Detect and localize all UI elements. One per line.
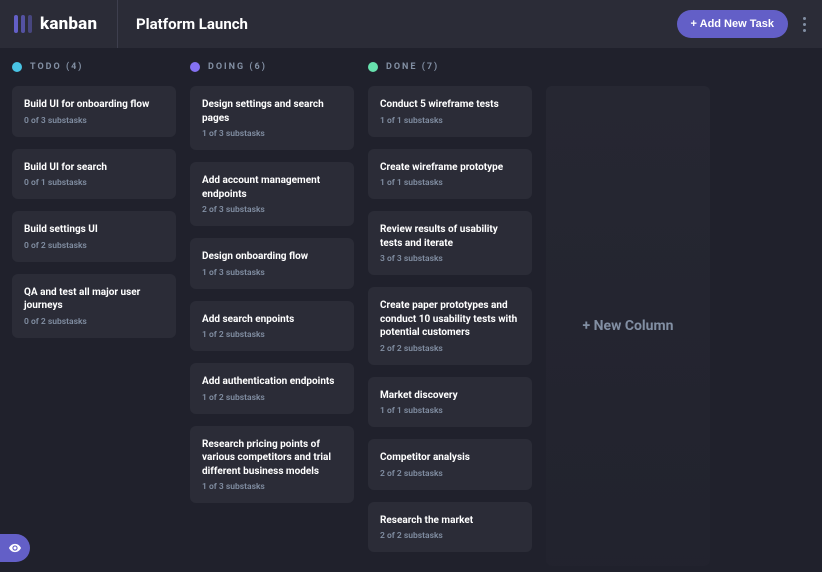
column-dot-icon — [368, 62, 378, 72]
task-card[interactable]: Build UI for search 0 of 1 substasks — [12, 149, 176, 200]
task-subtasks: 1 of 2 substasks — [202, 330, 342, 340]
task-subtasks: 1 of 1 substasks — [380, 116, 520, 126]
task-card[interactable]: Research pricing points of various compe… — [190, 426, 354, 504]
task-title: Add search enpoints — [202, 313, 342, 327]
task-subtasks: 1 of 3 substasks — [202, 129, 342, 139]
task-subtasks: 0 of 2 substasks — [24, 241, 164, 251]
task-subtasks: 1 of 3 substasks — [202, 268, 342, 278]
task-card[interactable]: Market discovery 1 of 1 substasks — [368, 377, 532, 428]
column-doing: DOING (6) Design settings and search page… — [190, 62, 354, 558]
board-title: Platform Launch — [118, 15, 248, 33]
task-card[interactable]: Conduct 5 wireframe tests 1 of 1 substask… — [368, 86, 532, 137]
task-title: Review results of usability tests and it… — [380, 223, 520, 250]
column-dot-icon — [12, 62, 22, 72]
task-title: Build UI for onboarding flow — [24, 98, 164, 112]
task-title: Add authentication endpoints — [202, 375, 342, 389]
task-card[interactable]: Design settings and search pages 1 of 3 s… — [190, 86, 354, 150]
column-dot-icon — [190, 62, 200, 72]
task-card[interactable]: Add account management endpoints 2 of 3 s… — [190, 162, 354, 226]
column-name: TODO (4) — [30, 62, 83, 72]
task-title: Design onboarding flow — [202, 250, 342, 264]
new-column-button[interactable]: + New Column — [546, 86, 710, 566]
task-card[interactable]: Research the market 2 of 2 substasks — [368, 502, 532, 553]
task-subtasks: 1 of 2 substasks — [202, 393, 342, 403]
board: TODO (4) Build UI for onboarding flow 0 of… — [0, 48, 822, 572]
task-title: Build settings UI — [24, 223, 164, 237]
eye-icon — [9, 542, 21, 554]
task-title: Add account management endpoints — [202, 174, 342, 201]
task-subtasks: 0 of 2 substasks — [24, 317, 164, 327]
task-title: Create paper prototypes and conduct 10 u… — [380, 299, 520, 340]
task-card[interactable]: Review results of usability tests and it… — [368, 211, 532, 275]
kebab-menu-icon[interactable] — [796, 13, 812, 36]
task-card[interactable]: QA and test all major user journeys 0 of … — [12, 274, 176, 338]
task-title: Competitor analysis — [380, 451, 520, 465]
task-title: Research the market — [380, 514, 520, 528]
column-done: DONE (7) Conduct 5 wireframe tests 1 of 1 … — [368, 62, 532, 558]
task-subtasks: 2 of 2 substasks — [380, 469, 520, 479]
column-header: DONE (7) — [368, 62, 532, 72]
task-card[interactable]: Design onboarding flow 1 of 3 substasks — [190, 238, 354, 289]
column-header: TODO (4) — [12, 62, 176, 72]
task-subtasks: 1 of 1 substasks — [380, 178, 520, 188]
task-title: Research pricing points of various compe… — [202, 438, 342, 479]
header: kanban Platform Launch + Add New Task — [0, 0, 822, 48]
task-subtasks: 1 of 1 substasks — [380, 406, 520, 416]
task-card[interactable]: Competitor analysis 2 of 2 substasks — [368, 439, 532, 490]
task-subtasks: 2 of 2 substasks — [380, 531, 520, 541]
task-card[interactable]: Create wireframe prototype 1 of 1 substas… — [368, 149, 532, 200]
task-title: Build UI for search — [24, 161, 164, 175]
task-subtasks: 2 of 3 substasks — [202, 205, 342, 215]
task-card[interactable]: Build settings UI 0 of 2 substasks — [12, 211, 176, 262]
task-subtasks: 2 of 2 substasks — [380, 344, 520, 354]
task-card[interactable]: Build UI for onboarding flow 0 of 3 subst… — [12, 86, 176, 137]
task-title: Create wireframe prototype — [380, 161, 520, 175]
task-card[interactable]: Create paper prototypes and conduct 10 u… — [368, 287, 532, 365]
add-task-button[interactable]: + Add New Task — [677, 10, 788, 38]
header-actions: + Add New Task — [677, 10, 822, 38]
task-subtasks: 0 of 3 substasks — [24, 116, 164, 126]
column-name: DONE (7) — [386, 62, 439, 72]
task-card[interactable]: Add search enpoints 1 of 2 substasks — [190, 301, 354, 352]
column-name: DOING (6) — [208, 62, 267, 72]
task-title: QA and test all major user journeys — [24, 286, 164, 313]
column-header: DOING (6) — [190, 62, 354, 72]
task-subtasks: 1 of 3 substasks — [202, 482, 342, 492]
logo: kanban — [0, 0, 118, 48]
task-title: Market discovery — [380, 389, 520, 403]
task-card[interactable]: Add authentication endpoints 1 of 2 subst… — [190, 363, 354, 414]
logo-text: kanban — [40, 14, 97, 34]
logo-bars-icon — [14, 15, 32, 33]
task-title: Design settings and search pages — [202, 98, 342, 125]
task-title: Conduct 5 wireframe tests — [380, 98, 520, 112]
column-todo: TODO (4) Build UI for onboarding flow 0 of… — [12, 62, 176, 558]
task-subtasks: 3 of 3 substasks — [380, 254, 520, 264]
show-sidebar-button[interactable] — [0, 534, 30, 562]
task-subtasks: 0 of 1 substasks — [24, 178, 164, 188]
